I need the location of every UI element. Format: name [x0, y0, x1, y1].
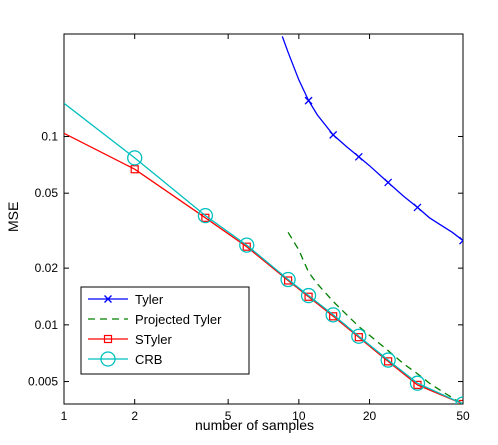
legend-item-styler: STyler — [88, 332, 173, 347]
data-point-styler — [304, 292, 313, 301]
legend-item-projected-tyler: Projected Tyler — [88, 312, 222, 327]
data-point-crb — [409, 375, 426, 391]
legend-label: STyler — [135, 332, 173, 347]
ticks-layer: 1 2 5 10 20 50 0.005 0.01 0.02 0.05 0.1 — [28, 34, 470, 423]
y-tick-label: 0.005 — [28, 375, 58, 389]
data-point-styler — [284, 276, 293, 285]
data-point-tyler — [413, 203, 422, 212]
x-tick-label: 1 — [61, 409, 68, 423]
legend-box — [80, 286, 250, 375]
legend-label: CRB — [135, 352, 162, 367]
series-styler — [64, 132, 463, 404]
legend-marker — [104, 295, 112, 303]
y-tick-label: 0.1 — [41, 129, 58, 143]
data-point-crb — [197, 207, 214, 224]
series-tyler — [281, 36, 463, 245]
legend-label: Tyler — [135, 292, 164, 307]
data-point-crb — [380, 352, 396, 368]
y-tick-label: 0.02 — [35, 261, 59, 275]
y-axis-label: MSE — [5, 202, 21, 232]
data-point-tyler — [354, 152, 363, 161]
data-point-styler — [329, 312, 338, 321]
series-line-projected-tyler — [287, 231, 463, 404]
legend-label: Projected Tyler — [135, 312, 222, 327]
x-axis-label: number of samples — [195, 417, 314, 433]
series-projected-tyler — [287, 231, 463, 404]
data-point-crb — [127, 150, 143, 166]
data-point-crb — [239, 237, 255, 253]
series-crb — [64, 102, 463, 404]
data-point-styler — [242, 242, 251, 251]
legend-marker — [103, 334, 113, 344]
data-point-styler — [384, 357, 393, 366]
y-tick-label: 0.05 — [35, 186, 59, 200]
data-point-tyler — [329, 130, 338, 139]
x-tick-label: 50 — [456, 409, 470, 423]
series-line-styler — [64, 132, 463, 404]
data-point-styler — [354, 333, 363, 342]
data-point-styler — [130, 165, 139, 174]
data-point-crb — [300, 287, 317, 304]
legend-item-crb: CRB — [88, 351, 162, 367]
legend-marker — [100, 351, 116, 367]
data-point-crb — [325, 307, 341, 323]
x-tick-label: 10 — [292, 409, 306, 423]
series-layer — [64, 36, 463, 404]
data-point-tyler — [304, 96, 313, 105]
legend: Tyler Projected Tyler STyler CRB — [80, 286, 250, 375]
x-tick-label: 20 — [363, 409, 377, 423]
data-point-crb — [280, 271, 296, 288]
series-line-tyler — [281, 36, 463, 242]
legend-item-tyler: Tyler — [88, 292, 164, 307]
y-tick-label: 0.01 — [35, 318, 59, 332]
data-point-tyler — [459, 236, 463, 245]
x-tick-label: 2 — [131, 409, 138, 423]
data-point-crb — [351, 328, 367, 344]
data-point-tyler — [384, 178, 393, 187]
series-line-crb — [64, 102, 463, 404]
x-tick-label: 5 — [225, 409, 232, 423]
